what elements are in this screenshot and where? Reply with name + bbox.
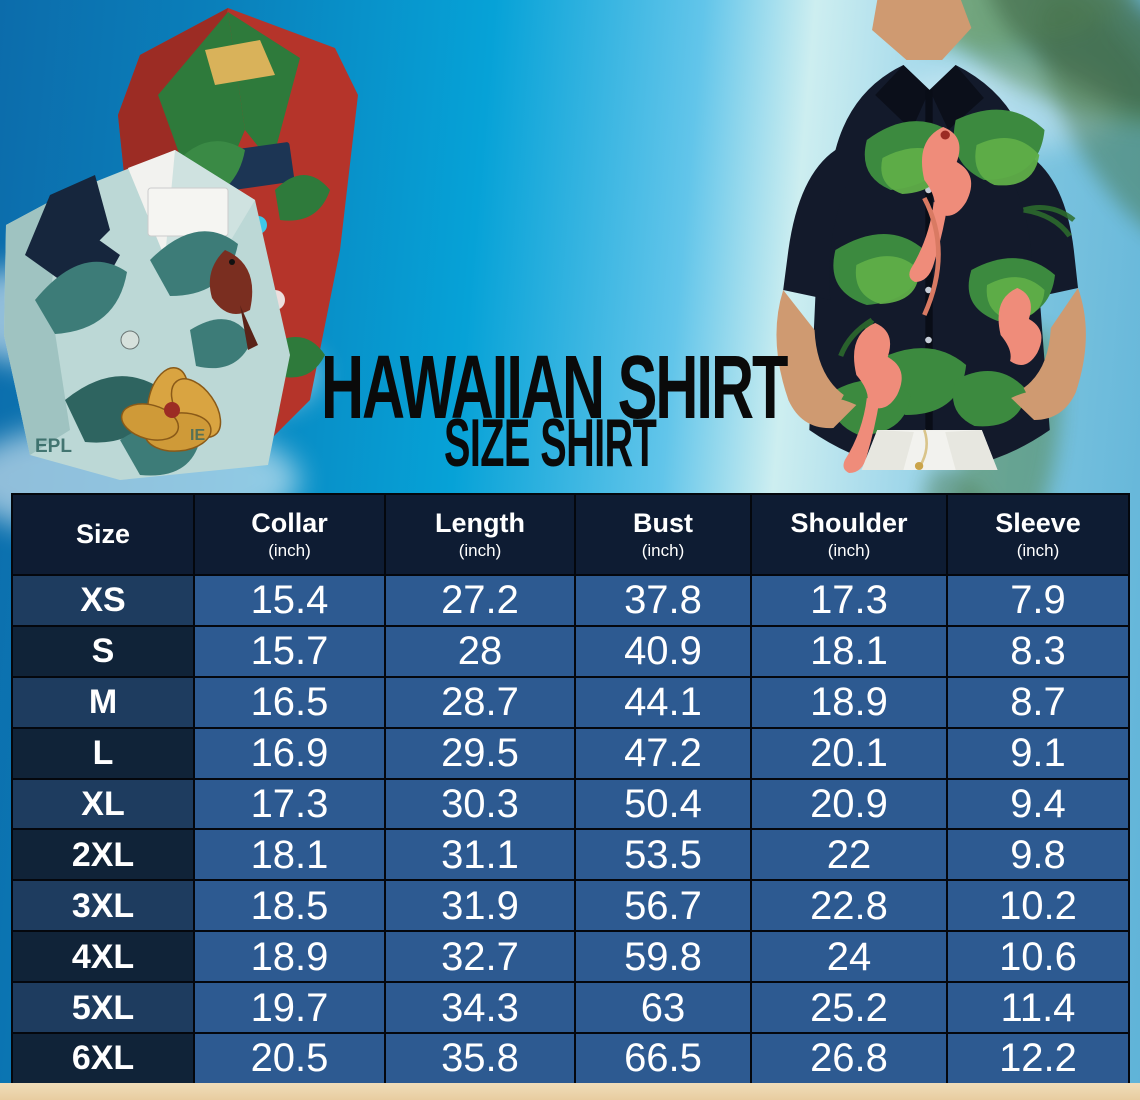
svg-text:EPL: EPL <box>35 436 72 457</box>
svg-text:IE: IE <box>190 427 205 444</box>
